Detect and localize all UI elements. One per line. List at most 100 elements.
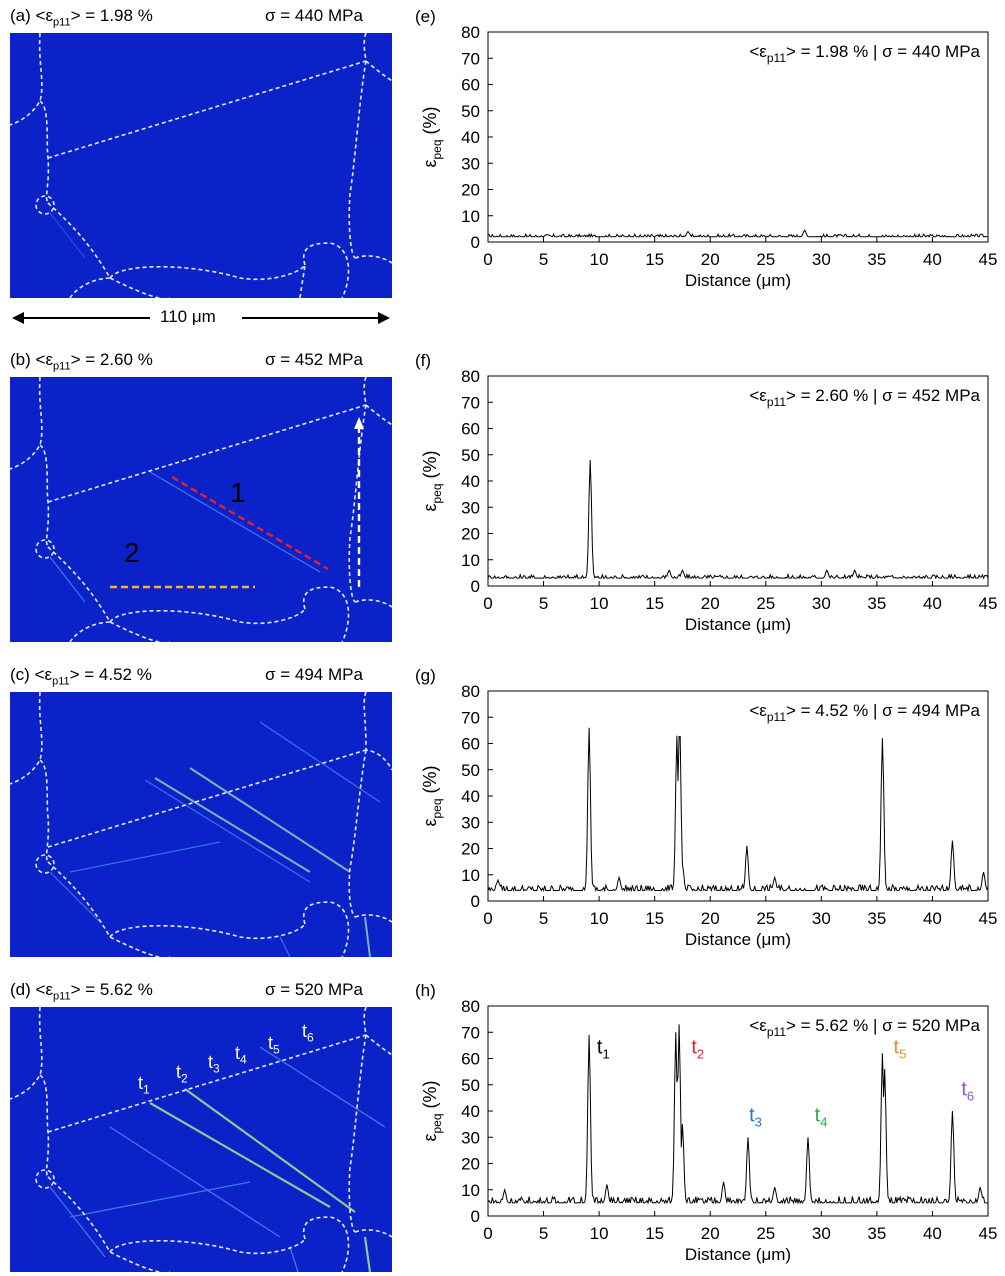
- chart-h: (h) 0 10 20 30 40 50 60 70 80 0 5 10 15 20 25 30 35 40 45 Di…: [415, 981, 998, 1264]
- chart-f: (f) 0 10 20 30 40 50 60 70 80 0 5 10 15 20 25 30 35 40 45 Di…: [415, 351, 997, 634]
- y-tick-label: 50: [461, 761, 480, 780]
- x-tick-label: 10: [590, 909, 609, 928]
- x-axis-label: Distance (μm): [685, 1245, 791, 1264]
- x-tick-label: 0: [483, 1224, 492, 1243]
- chart-g: (g) 0 10 20 30 40 50 60 70 80 0 5 10 15 20 25 30 35 40 45 Di…: [415, 666, 998, 949]
- x-tick-label: 40: [923, 250, 942, 269]
- y-tick-label: 60: [461, 735, 480, 754]
- y-tick-label: 10: [461, 551, 480, 570]
- x-tick-label: 45: [979, 1224, 998, 1243]
- x-tick-label: 40: [923, 594, 942, 613]
- map-b-stress: σ = 452 MPa: [265, 350, 363, 369]
- x-tick-label: 10: [590, 594, 609, 613]
- y-tick-label: 70: [461, 1023, 480, 1042]
- x-tick-label: 30: [812, 250, 831, 269]
- y-tick-label: 40: [461, 472, 480, 491]
- plot-frame: [487, 690, 989, 902]
- peak-label: t3: [749, 1105, 762, 1130]
- plot-frame: [487, 1005, 989, 1217]
- chart-panel-label: (e): [415, 7, 436, 26]
- x-tick-label: 30: [812, 594, 831, 613]
- y-tick-label: 60: [461, 420, 480, 439]
- x-tick-label: 20: [701, 1224, 720, 1243]
- peak-label: t5: [894, 1036, 907, 1061]
- x-tick-label: 35: [867, 909, 886, 928]
- y-tick-label: 10: [461, 207, 480, 226]
- series-line: [487, 727, 989, 893]
- y-tick-label: 30: [461, 498, 480, 517]
- strain-map-a: [10, 33, 392, 298]
- strain-map-d: t1 t2 t3 t4 t5 t6: [10, 1007, 392, 1272]
- x-tick-label: 30: [812, 1224, 831, 1243]
- peak-label: t2: [691, 1036, 704, 1061]
- strain-map-c: [10, 692, 392, 957]
- y-tick-label: 60: [461, 1050, 480, 1069]
- y-tick-label: 40: [461, 787, 480, 806]
- map-c-stress: σ = 494 MPa: [265, 665, 363, 684]
- chart-annotation: <εp11> = 4.52 % | σ = 494 MPa: [749, 701, 980, 724]
- twin-label-3: t3: [208, 1052, 220, 1076]
- map-a-title: (a) <εp11> = 1.98 %: [10, 6, 153, 29]
- x-tick-label: 30: [812, 909, 831, 928]
- y-tick-label: 80: [461, 23, 480, 42]
- chart-annotation: <εp11> = 1.98 % | σ = 440 MPa: [749, 42, 980, 65]
- x-tick-label: 35: [867, 1224, 886, 1243]
- twin-label-2: t2: [176, 1062, 188, 1086]
- line-label-2: 2: [124, 537, 140, 568]
- x-tick-label: 5: [539, 909, 548, 928]
- y-tick-label: 0: [471, 577, 480, 596]
- x-tick-label: 15: [645, 1224, 664, 1243]
- y-axis-label: εpeq (%): [420, 765, 444, 826]
- x-tick-label: 15: [645, 250, 664, 269]
- y-tick-label: 30: [461, 813, 480, 832]
- y-tick-label: 60: [461, 76, 480, 95]
- chart-panel-label: (h): [415, 981, 436, 1000]
- arrow-up-icon: [354, 417, 364, 429]
- grain-boundaries-d: [10, 1007, 392, 1272]
- x-tick-label: 5: [539, 594, 548, 613]
- x-tick-label: 10: [590, 1224, 609, 1243]
- y-tick-label: 20: [461, 181, 480, 200]
- x-tick-label: 5: [539, 250, 548, 269]
- x-tick-label: 45: [979, 250, 998, 269]
- x-tick-label: 45: [979, 909, 998, 928]
- x-tick-label: 15: [645, 909, 664, 928]
- y-tick-label: 70: [461, 49, 480, 68]
- y-tick-label: 50: [461, 1076, 480, 1095]
- y-tick-label: 80: [461, 367, 480, 386]
- x-tick-label: 25: [756, 250, 775, 269]
- line-path-1: [171, 475, 329, 571]
- x-tick-label: 25: [756, 1224, 775, 1243]
- twin-label-4: t4: [235, 1043, 247, 1067]
- y-tick-label: 0: [471, 1207, 480, 1226]
- x-tick-label: 35: [867, 594, 886, 613]
- series-line: [487, 229, 988, 239]
- grain-boundaries-c: [10, 692, 392, 957]
- y-axis-label: εpeq (%): [420, 450, 444, 511]
- y-tick-label: 40: [461, 1102, 480, 1121]
- x-tick-label: 25: [756, 594, 775, 613]
- chart-e: (e) 0 10 20 30 40 50 60 70 80 0 5 10 15 20 25 30 35 40 45 Di…: [415, 7, 998, 290]
- twin-label-5: t5: [268, 1033, 280, 1057]
- map-d-stress: σ = 520 MPa: [265, 980, 363, 999]
- x-tick-label: 5: [539, 1224, 548, 1243]
- x-tick-label: 0: [483, 909, 492, 928]
- chart-annotation: <εp11> = 2.60 % | σ = 452 MPa: [749, 386, 980, 409]
- y-tick-label: 20: [461, 525, 480, 544]
- x-axis-label: Distance (μm): [685, 271, 791, 290]
- map-a-stress: σ = 440 MPa: [265, 6, 363, 25]
- y-tick-label: 20: [461, 840, 480, 859]
- twin-label-6: t6: [302, 1021, 314, 1045]
- y-tick-label: 0: [471, 233, 480, 252]
- x-tick-label: 0: [483, 594, 492, 613]
- y-tick-label: 40: [461, 128, 480, 147]
- scale-bar-label: 110 μm: [160, 307, 216, 326]
- y-tick-label: 80: [461, 997, 480, 1016]
- x-tick-label: 35: [867, 250, 886, 269]
- x-axis-label: Distance (μm): [685, 930, 791, 949]
- y-tick-label: 70: [461, 708, 480, 727]
- line-label-1: 1: [230, 477, 246, 508]
- y-tick-label: 10: [461, 1181, 480, 1200]
- y-tick-label: 70: [461, 393, 480, 412]
- chart-panel-label: (g): [415, 666, 436, 685]
